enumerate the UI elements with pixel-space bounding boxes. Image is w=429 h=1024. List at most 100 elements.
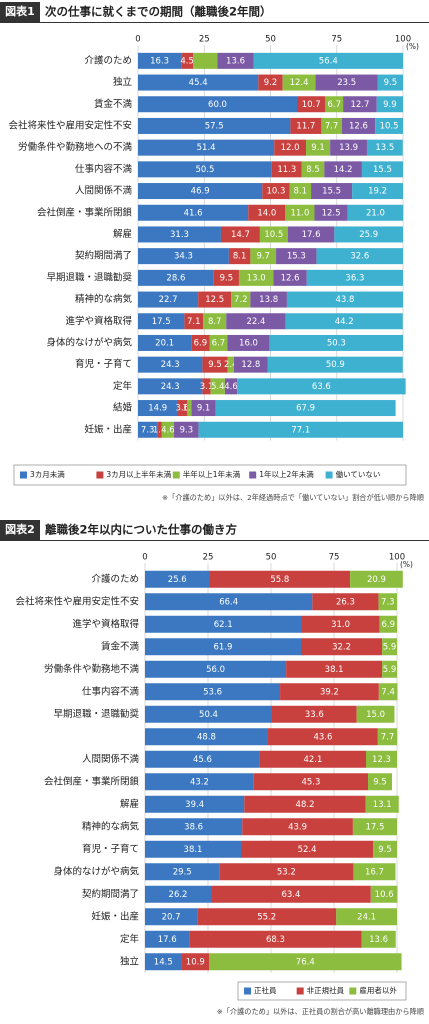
bar-segment bbox=[285, 313, 403, 330]
bar-segment bbox=[193, 52, 218, 69]
x-tick-label: 0 bbox=[135, 35, 140, 45]
value-label: 13.9 bbox=[339, 143, 358, 153]
category-label: 早期退職・退職勧奨 bbox=[53, 708, 139, 720]
value-label: 53.6 bbox=[203, 687, 222, 697]
value-label: 5.4 bbox=[211, 382, 225, 392]
category-label: 人間関係不満 bbox=[82, 754, 140, 765]
legend-swatch bbox=[20, 471, 27, 479]
bar-segment bbox=[209, 570, 351, 588]
bar-segment bbox=[145, 593, 313, 611]
bar-segment bbox=[187, 400, 192, 417]
value-label: 38.6 bbox=[184, 822, 203, 832]
value-label: 8.7 bbox=[208, 317, 222, 327]
category-label: 育児・子育て bbox=[82, 843, 139, 855]
value-label: 17.6 bbox=[302, 230, 321, 240]
bar-segment bbox=[145, 818, 243, 836]
bar-segment bbox=[311, 183, 353, 200]
value-label: 43.6 bbox=[313, 732, 332, 742]
value-label: 56.0 bbox=[206, 665, 225, 675]
bar-segment bbox=[321, 117, 342, 134]
bar-segment bbox=[267, 728, 378, 746]
bar-segment bbox=[285, 204, 315, 221]
value-label: 10.5 bbox=[380, 121, 399, 131]
value-label: 68.3 bbox=[266, 935, 285, 945]
x-tick-label: 25 bbox=[199, 35, 210, 45]
bar-segment bbox=[366, 750, 397, 768]
bar-segment bbox=[258, 74, 283, 91]
bar-segment bbox=[233, 356, 268, 373]
value-label: 36.3 bbox=[345, 273, 364, 283]
category-label: 労働条件や勤務地不満 bbox=[44, 663, 140, 675]
category-label: 介護のため bbox=[84, 54, 132, 66]
value-label: 10.6 bbox=[375, 890, 394, 900]
bar-segment bbox=[145, 683, 281, 701]
value-label: 43.8 bbox=[335, 295, 354, 305]
value-label: 11.0 bbox=[290, 208, 309, 218]
bar-segment bbox=[382, 638, 397, 656]
bar-segment bbox=[145, 863, 220, 881]
bar-segment bbox=[250, 291, 287, 308]
bar-segment bbox=[356, 705, 395, 723]
value-label: 28.6 bbox=[166, 273, 185, 283]
bar-segment bbox=[378, 683, 398, 701]
value-label: 19.2 bbox=[368, 187, 387, 197]
value-label: 2.4 bbox=[224, 360, 238, 370]
legend-swatch bbox=[249, 471, 257, 479]
value-label: 15.3 bbox=[287, 252, 306, 262]
bar-segment bbox=[145, 840, 242, 858]
value-label: 3.1 bbox=[200, 382, 214, 392]
value-label: 12.6 bbox=[281, 273, 300, 283]
value-label: 45.6 bbox=[193, 755, 212, 765]
bar-segment bbox=[290, 117, 322, 134]
value-label: 23.5 bbox=[337, 78, 356, 88]
bar-segment bbox=[366, 139, 403, 156]
bar-segment bbox=[330, 139, 367, 156]
category-label: 解雇 bbox=[113, 228, 132, 240]
value-label: 7.3 bbox=[381, 597, 395, 607]
value-label: 11.7 bbox=[296, 121, 315, 131]
value-label: 16.7 bbox=[365, 867, 384, 877]
bar-segment bbox=[241, 840, 374, 858]
value-label: 9.5 bbox=[384, 78, 398, 88]
bar-segment bbox=[145, 570, 210, 588]
bar-segment bbox=[227, 334, 270, 351]
value-label: 4.5 bbox=[180, 56, 194, 66]
value-label: 5.9 bbox=[383, 642, 397, 652]
bar-segment bbox=[184, 313, 204, 330]
value-label: 14.5 bbox=[154, 957, 173, 967]
value-label: 46.9 bbox=[191, 187, 210, 197]
value-label: 63.6 bbox=[312, 382, 331, 392]
bar-segment bbox=[138, 183, 263, 200]
value-label: 50.3 bbox=[327, 338, 346, 348]
value-label: 12.5 bbox=[205, 295, 224, 305]
bar-segment bbox=[315, 74, 378, 91]
value-label: 22.4 bbox=[246, 317, 265, 327]
value-label: 17.6 bbox=[158, 935, 177, 945]
bar-segment bbox=[138, 226, 221, 243]
value-label: 8.5 bbox=[306, 165, 320, 175]
bar-segment bbox=[280, 683, 379, 701]
value-label: 4.6 bbox=[161, 425, 175, 435]
bar-segment bbox=[145, 660, 287, 678]
value-label: 13.6 bbox=[369, 935, 388, 945]
value-label: 42.1 bbox=[303, 755, 322, 765]
value-label: 39.2 bbox=[320, 687, 339, 697]
value-label: 12.3 bbox=[372, 755, 391, 765]
x-tick-label: 100 bbox=[389, 553, 405, 563]
chart-title: 次の仕事に就くまでの期間（離職後2年間） bbox=[45, 5, 272, 19]
bar-segment bbox=[382, 660, 397, 678]
value-label: 9.5 bbox=[373, 777, 387, 787]
bar-segment bbox=[353, 863, 396, 881]
note: ※「介護のため」以外は、2年経過時点で「働いていない」割合が低い順から降順 bbox=[162, 493, 424, 502]
bar-segment bbox=[377, 728, 398, 746]
bar-segment bbox=[237, 378, 406, 395]
value-label: 9.9 bbox=[383, 100, 397, 110]
value-label: 14.2 bbox=[334, 165, 353, 175]
value-label: 12.8 bbox=[241, 360, 260, 370]
legend-swatch bbox=[172, 471, 180, 479]
legend-label: 働いていない bbox=[336, 469, 381, 479]
value-label: 32.2 bbox=[332, 642, 351, 652]
value-label: 12.5 bbox=[322, 208, 341, 218]
value-label: 6.7 bbox=[212, 338, 226, 348]
